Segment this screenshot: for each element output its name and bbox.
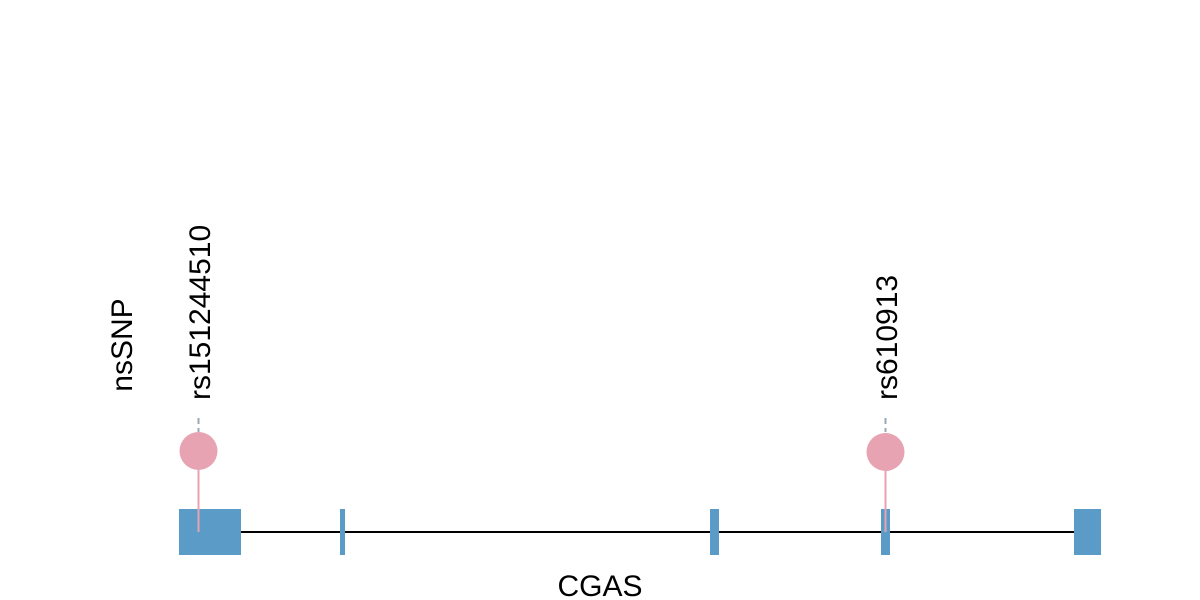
- track-label: nsSNP: [106, 298, 139, 391]
- snp-label: rs151244510: [184, 225, 217, 400]
- exon-5: [1074, 509, 1101, 555]
- snp-head[interactable]: [179, 432, 218, 470]
- snp-marker-rs610913[interactable]: rs610913: [866, 275, 905, 532]
- exon-group: [179, 509, 1101, 555]
- snp-label: rs610913: [871, 275, 904, 400]
- gene-name: CGAS: [557, 570, 642, 600]
- exon-2: [340, 509, 345, 555]
- snp-head[interactable]: [866, 433, 905, 471]
- exon-3: [710, 509, 719, 555]
- snp-marker-rs151244510[interactable]: rs151244510: [179, 225, 218, 532]
- exon-1: [179, 509, 241, 555]
